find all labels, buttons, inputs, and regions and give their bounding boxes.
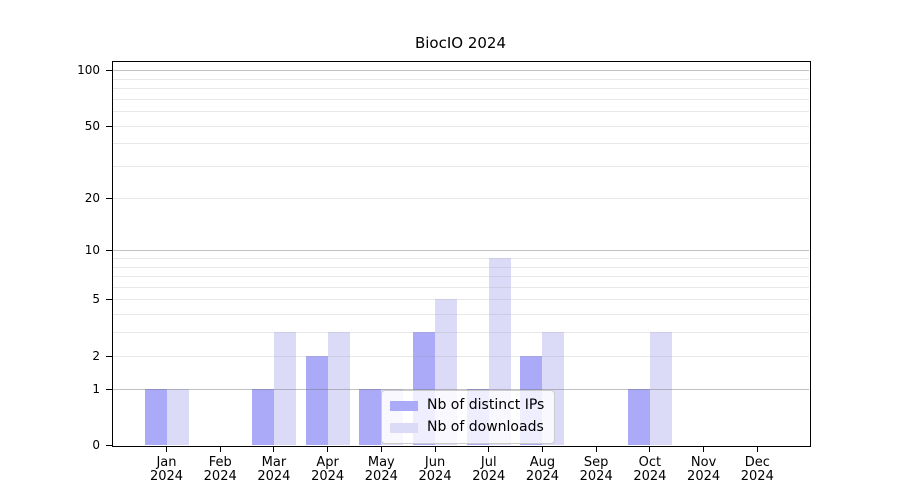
chart-title: BiocIO 2024 — [414, 34, 507, 52]
minor-gridline-70 — [112, 98, 809, 100]
x-year-label-jun: 2024 — [418, 469, 452, 484]
legend-item-nb-of-distinct-ips: Nb of distinct IPs — [390, 397, 544, 414]
minor-gridline-40 — [112, 143, 809, 145]
minor-gridline-60 — [112, 111, 809, 113]
major-gridline-10 — [112, 250, 809, 252]
minor-gridline-30 — [112, 166, 809, 168]
x-month-label-apr: Apr — [316, 455, 339, 470]
bar-nb-of-distinct-ips-oct — [627, 388, 650, 445]
major-gridline-1 — [112, 388, 809, 390]
x-year-label-sep: 2024 — [579, 469, 613, 484]
minor-gridline-9 — [112, 258, 809, 259]
x-year-label-mar: 2024 — [257, 469, 291, 484]
x-tick-mark-oct — [649, 446, 651, 452]
minor-gridline-20 — [112, 197, 809, 199]
minor-gridline-80 — [112, 88, 809, 90]
x-month-label-jan: Jan — [156, 455, 177, 470]
x-year-label-oct: 2024 — [633, 469, 667, 484]
legend-swatch-icon — [390, 422, 418, 433]
minor-gridline-50 — [112, 125, 809, 127]
minor-gridline-6 — [112, 286, 809, 288]
x-month-label-dec: Dec — [744, 455, 770, 470]
bar-nb-of-distinct-ips-jan — [144, 388, 167, 445]
x-month-label-jun: Jun — [424, 455, 446, 470]
bar-nb-of-distinct-ips-may — [359, 388, 382, 445]
x-month-label-mar: Mar — [261, 455, 287, 470]
bar-nb-of-downloads-jan — [166, 388, 189, 445]
y-tick-mark-20 — [106, 197, 112, 199]
major-gridline-100 — [112, 70, 809, 72]
y-tick-mark-0 — [106, 445, 112, 446]
y-tick-mark-100 — [106, 70, 112, 72]
y-tick-mark-10 — [106, 250, 112, 252]
x-month-label-oct: Oct — [638, 455, 662, 470]
legend: Nb of distinct IPs Nb of downloads — [381, 390, 556, 444]
bar-nb-of-downloads-apr — [327, 332, 350, 445]
y-tick-label: 0 — [92, 438, 100, 452]
x-month-label-nov: Nov — [690, 455, 717, 470]
y-tick-mark-50 — [106, 125, 112, 127]
y-tick-label: 5 — [92, 292, 100, 307]
x-month-label-feb: Feb — [208, 455, 232, 470]
y-tick-label: 10 — [84, 243, 100, 258]
bar-nb-of-distinct-ips-mar — [251, 388, 274, 445]
y-tick-label: 50 — [84, 118, 100, 133]
x-month-label-may: May — [367, 455, 395, 470]
y-tick-label: 20 — [84, 190, 100, 205]
x-tick-mark-jun — [434, 446, 436, 452]
y-tick-label: 1 — [92, 381, 100, 396]
x-tick-mark-jan — [166, 446, 167, 452]
y-tick-label: 100 — [77, 63, 100, 78]
minor-gridline-8 — [112, 266, 809, 268]
legend-item-nb-of-downloads: Nb of downloads — [390, 419, 544, 436]
x-tick-mark-feb — [219, 446, 221, 452]
bar-nb-of-downloads-oct — [649, 332, 672, 445]
x-year-label-apr: 2024 — [311, 469, 345, 484]
x-tick-mark-nov — [703, 446, 705, 452]
x-tick-mark-may — [380, 446, 382, 452]
x-year-label-nov: 2024 — [687, 469, 721, 484]
x-year-label-feb: 2024 — [203, 469, 237, 484]
x-year-label-may: 2024 — [364, 469, 398, 484]
x-year-label-dec: 2024 — [740, 469, 774, 484]
y-tick-mark-5 — [106, 299, 112, 301]
minor-gridline-5 — [112, 299, 809, 301]
x-tick-mark-jul — [488, 446, 490, 452]
x-year-label-jan: 2024 — [149, 469, 184, 484]
minor-gridline-90 — [112, 78, 809, 80]
x-tick-mark-sep — [595, 446, 597, 452]
y-tick-mark-2 — [106, 355, 112, 357]
minor-gridline-2 — [112, 355, 809, 357]
x-tick-mark-aug — [541, 446, 543, 452]
minor-gridline-4 — [112, 314, 809, 316]
legend-swatch-icon — [390, 400, 418, 411]
x-month-label-jul: Jul — [480, 455, 497, 470]
x-tick-mark-mar — [273, 446, 275, 452]
x-tick-mark-apr — [327, 446, 329, 452]
x-year-label-aug: 2024 — [525, 469, 560, 484]
minor-gridline-7 — [112, 276, 809, 278]
x-month-label-sep: Sep — [583, 455, 609, 470]
x-year-label-jul: 2024 — [472, 469, 506, 484]
y-tick-label: 2 — [92, 348, 100, 363]
y-tick-mark-1 — [106, 388, 112, 390]
x-month-label-aug: Aug — [529, 455, 556, 470]
minor-gridline-3 — [112, 332, 809, 334]
bar-nb-of-distinct-ips-apr — [305, 355, 328, 445]
x-tick-mark-dec — [756, 446, 758, 452]
bar-nb-of-downloads-mar — [273, 332, 296, 445]
legend-label: Nb of distinct IPs — [427, 397, 545, 413]
legend-label: Nb of downloads — [427, 419, 544, 435]
